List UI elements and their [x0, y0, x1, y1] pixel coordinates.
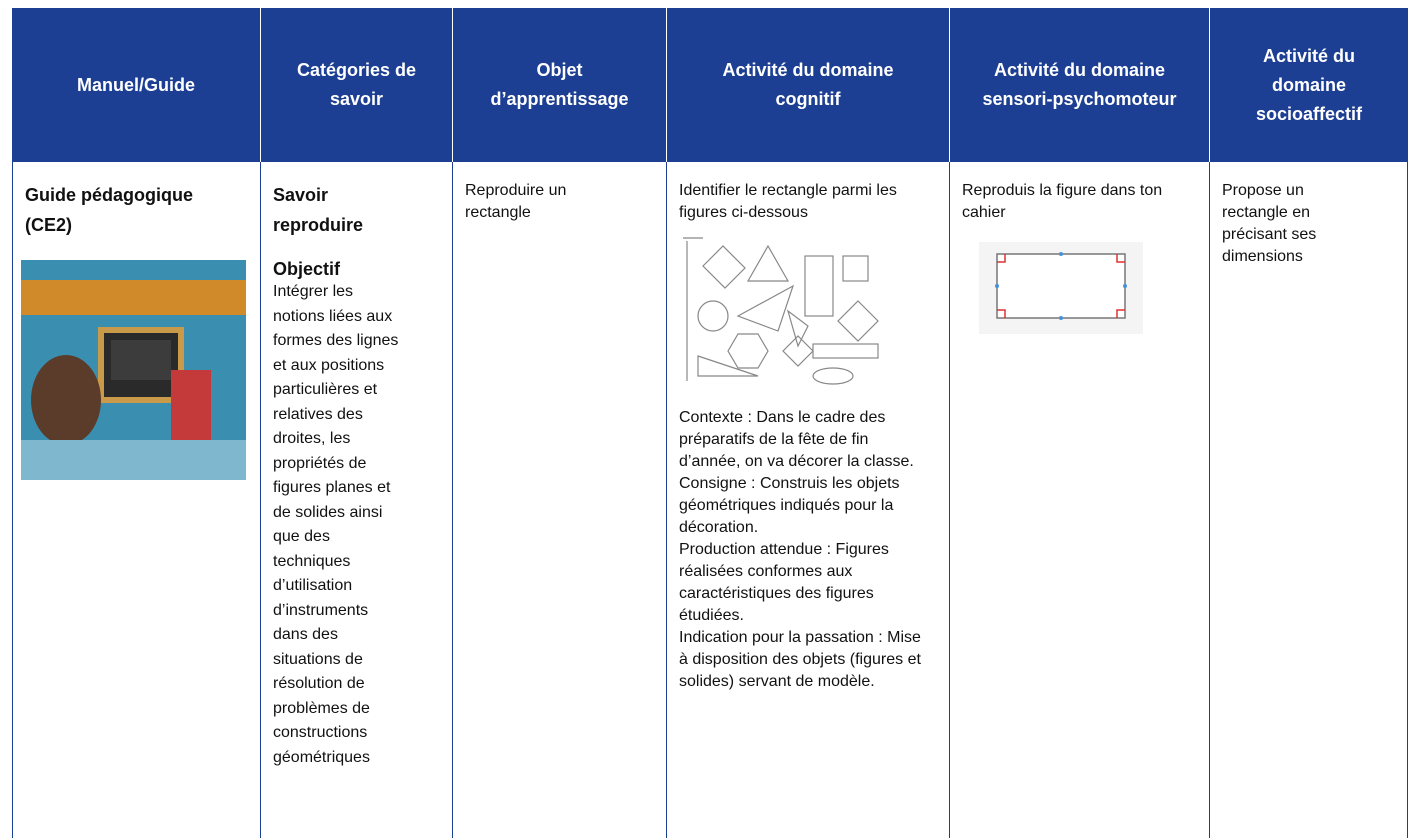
- shapes-figure: [683, 237, 879, 385]
- socio-text: Propose un rectangle en précisant ses di…: [1222, 182, 1317, 265]
- header-cell: Manuel/Guide: [12, 8, 261, 162]
- header-cell: Activité du domaine socioaffectif: [1210, 8, 1408, 162]
- header-cell: Activité du domaine sensori-psychomoteur: [950, 8, 1210, 162]
- cell: Savoir reproduire Objectif Intégrer les …: [261, 162, 453, 838]
- book-cover-image: [21, 260, 246, 480]
- cell: Identifier le rectangle parmi les figure…: [667, 162, 950, 838]
- cognitive-paragraphs: Contexte : Dans le cadre des préparatifs…: [679, 407, 934, 693]
- header-cell: Catégories de savoir: [261, 8, 453, 162]
- category-title: Savoir reproduire: [273, 185, 364, 235]
- objective-label: Objectif: [273, 259, 341, 279]
- header-cell: Activité du domaine cognitif: [667, 8, 950, 162]
- rectangle-figure: [979, 242, 1143, 334]
- cell: Reproduis la figure dans ton cahier: [950, 162, 1210, 838]
- cognitive-instruction: Identifier le rectangle parmi les figure…: [679, 182, 897, 221]
- sensori-text: Reproduis la figure dans ton cahier: [962, 182, 1163, 221]
- cell: Guide pédagogique (CE2): [12, 162, 261, 838]
- cell: Propose un rectangle en précisant ses di…: [1210, 162, 1408, 838]
- objective-text: Intégrer les notions liées aux formes de…: [273, 283, 399, 766]
- paragraph: Indication pour la passation : Mise à di…: [679, 629, 921, 690]
- paragraph: Consigne : Construis les objets géométri…: [679, 475, 900, 536]
- paragraph: Production attendue : Figures réalisées …: [679, 541, 889, 624]
- cell: Reproduire un rectangle: [453, 162, 667, 838]
- header-cell: Objet d’apprentissage: [453, 8, 667, 162]
- manual-title: Guide pédagogique (CE2): [25, 185, 194, 235]
- object-text: Reproduire un rectangle: [465, 182, 567, 221]
- paragraph: Contexte : Dans le cadre des préparatifs…: [679, 409, 914, 470]
